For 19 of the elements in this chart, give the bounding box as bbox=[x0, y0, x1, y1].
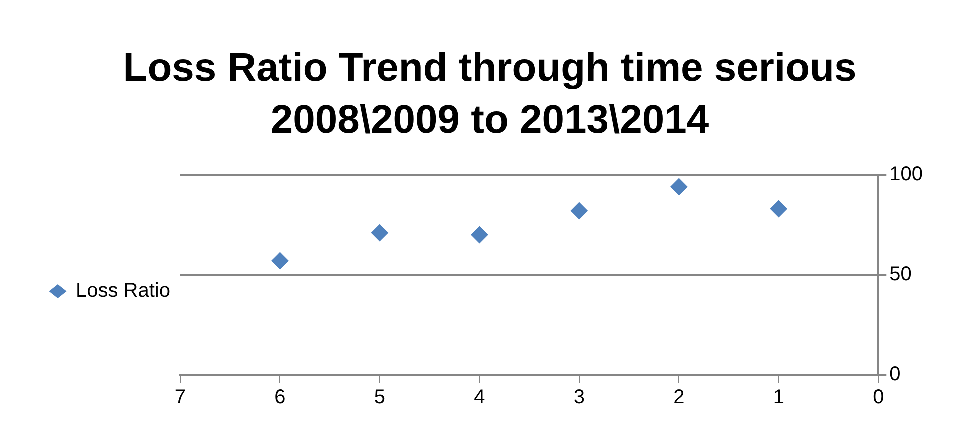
x-tick-label: 6 bbox=[274, 386, 286, 409]
point bbox=[371, 224, 388, 242]
x-tick-label: 1 bbox=[773, 386, 784, 409]
legend-label: Loss Ratio bbox=[76, 280, 170, 302]
point bbox=[770, 200, 788, 218]
chart-title: Loss Ratio Trend through time serious 2008\2009 to 2013\2014 bbox=[122, 45, 858, 144]
y-tick-label: 50 bbox=[890, 264, 912, 286]
x-tick-label: 5 bbox=[374, 386, 386, 409]
point bbox=[670, 178, 688, 196]
x-tick-label: 4 bbox=[474, 386, 486, 409]
point bbox=[570, 202, 588, 220]
point bbox=[471, 226, 488, 244]
y-tick-label: 0 bbox=[890, 364, 901, 386]
x-tick-label: 2 bbox=[674, 386, 685, 409]
x-tick-label: 3 bbox=[574, 386, 585, 409]
x-tick-label: 0 bbox=[873, 386, 884, 409]
y-tick-label: 100 bbox=[890, 164, 924, 186]
point bbox=[272, 252, 289, 270]
x-tick-label: 7 bbox=[174, 386, 186, 409]
